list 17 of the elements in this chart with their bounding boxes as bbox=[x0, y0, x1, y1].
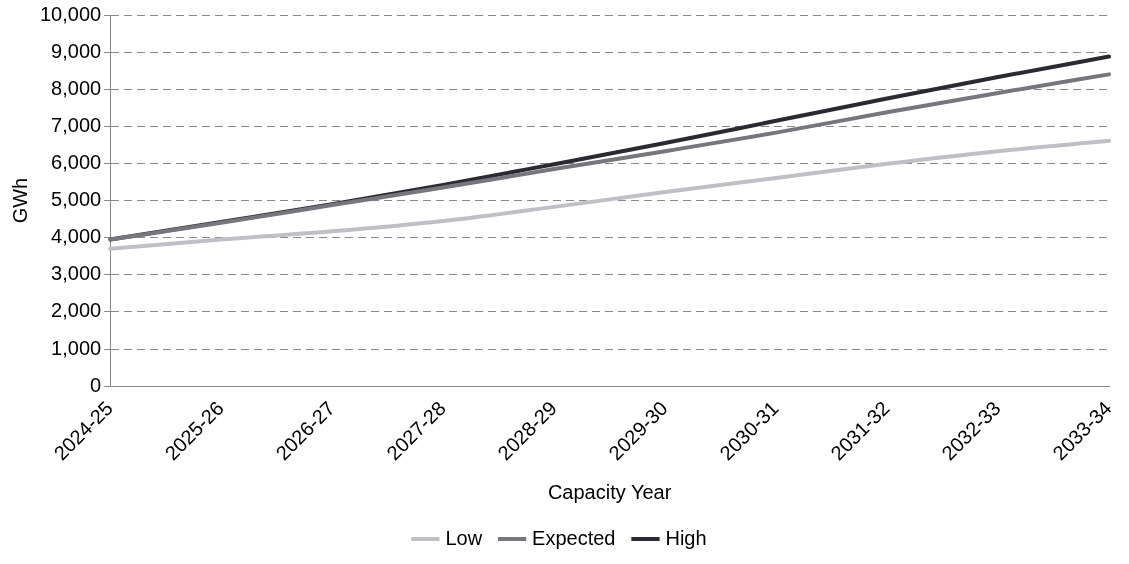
y-tick-label: 2,000 bbox=[51, 299, 102, 322]
y-axis-title: GWh bbox=[8, 177, 31, 224]
y-tick-label: 8,000 bbox=[51, 76, 102, 99]
y-tick-label: 9,000 bbox=[51, 39, 102, 62]
y-tick-label: 5,000 bbox=[51, 188, 102, 211]
y-tick-label: 0 bbox=[90, 373, 102, 396]
legend-label: High bbox=[665, 526, 707, 549]
legend-label: Low bbox=[445, 526, 483, 549]
x-axis-title: Capacity Year bbox=[547, 480, 672, 503]
y-tick-label: 7,000 bbox=[51, 113, 102, 136]
legend-label: Expected bbox=[532, 526, 616, 549]
y-tick-label: 6,000 bbox=[51, 150, 102, 173]
y-tick-label: 1,000 bbox=[51, 336, 102, 359]
line-series bbox=[108, 138, 1112, 251]
y-tick-label: 10,000 bbox=[40, 2, 102, 25]
y-tick-label: 3,000 bbox=[51, 262, 102, 285]
y-tick-label: 4,000 bbox=[51, 225, 102, 248]
